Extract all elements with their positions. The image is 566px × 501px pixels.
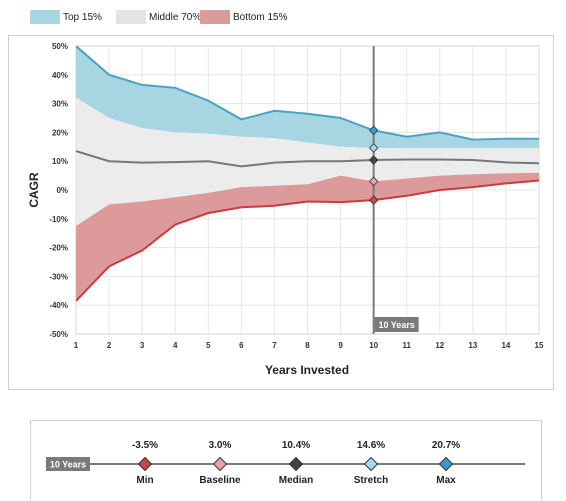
summary-label: Max (436, 475, 456, 486)
y-tick-label: 20% (52, 128, 68, 137)
summary-label: Min (136, 475, 153, 486)
summary-diamond-min (137, 456, 153, 472)
x-tick-label: 8 (305, 341, 310, 350)
y-tick-label: 10% (52, 157, 68, 166)
summary-value: 10.4% (282, 440, 310, 451)
legend-label: Middle 70% (149, 12, 202, 23)
x-tick-label: 7 (272, 341, 277, 350)
y-tick-label: -30% (49, 272, 68, 281)
summary-value: 3.0% (209, 440, 232, 451)
legend-swatch (116, 10, 146, 24)
summary-value: 20.7% (432, 440, 460, 451)
summary-diamond-stretch (363, 456, 379, 472)
plot-area (76, 46, 539, 302)
series-line-min (76, 179, 539, 302)
x-tick-label: 3 (140, 341, 145, 350)
year-marker-tag (374, 317, 419, 332)
series-line-max (76, 46, 539, 141)
cagr-chart: -50%-40%-30%-20%-10%0%10%20%30%40%50%1 2 3… (27, 42, 544, 377)
x-tick-label: 1 (74, 341, 79, 350)
x-tick-label: 5 (206, 341, 211, 350)
y-tick-label: 0% (56, 186, 68, 195)
summary-scale: 10 Years -3.5% Min 3.0% Baseline 10.4% Median 1… (46, 440, 525, 486)
summary-diamond-max (438, 456, 454, 472)
summary-value: 14.6% (357, 440, 385, 451)
band-top-15 (76, 46, 539, 149)
y-tick-label: -20% (49, 244, 68, 253)
summary-year-label: 10 Years (50, 460, 86, 470)
y-axis-label: CAGR (27, 172, 41, 208)
diamond-marker-max (368, 125, 379, 136)
x-tick-label: 14 (501, 341, 510, 350)
summary-label: Baseline (199, 475, 241, 486)
y-tick-label: 50% (52, 42, 68, 51)
y-tick-label: 30% (52, 100, 68, 109)
legend-swatch (200, 10, 230, 24)
x-tick-label: 9 (338, 341, 343, 350)
y-tick-label: -40% (49, 301, 68, 310)
x-tick-label: 13 (468, 341, 477, 350)
diamond-marker-stretch (368, 143, 379, 153)
summary-diamond-baseline (212, 456, 228, 472)
legend-label: Bottom 15% (233, 12, 288, 23)
summary-diamond-median (288, 456, 304, 472)
x-tick-label: 4 (173, 341, 178, 350)
year-marker-label: 10 Years (378, 320, 414, 330)
x-axis-label: Years Invested (265, 363, 349, 377)
summary-label: Stretch (354, 475, 388, 486)
x-tick-label: 10 (369, 341, 378, 350)
diamond-marker-baseline (368, 176, 379, 187)
x-tick-label: 11 (402, 341, 411, 350)
x-tick-label: 6 (239, 341, 244, 350)
x-tick-label: 12 (435, 341, 444, 350)
band-bottom-15 (76, 172, 539, 301)
summary-year-tag (46, 457, 90, 471)
x-tick-label: 2 (107, 341, 112, 350)
summary-label: Median (279, 475, 313, 486)
summary-value: -3.5% (132, 440, 158, 451)
y-tick-label: -10% (49, 215, 68, 224)
series-line-median (76, 150, 539, 168)
summary-panel: 10 Years -3.5% Min 3.0% Baseline 10.4% Median 1… (30, 420, 542, 500)
x-tick-label: 15 (535, 341, 544, 350)
diamond-marker-min (368, 195, 379, 205)
y-tick-label: 40% (52, 71, 68, 80)
legend-label: Top 15% (63, 12, 102, 23)
legend-swatch (30, 10, 60, 24)
diamond-marker-median (368, 155, 379, 165)
y-tick-label: -50% (49, 330, 68, 339)
cagr-chart-panel: -50% -40% -30% -20% -10% 0% 10% 20% 30% 40% 50% 1 2 3… (8, 35, 554, 390)
